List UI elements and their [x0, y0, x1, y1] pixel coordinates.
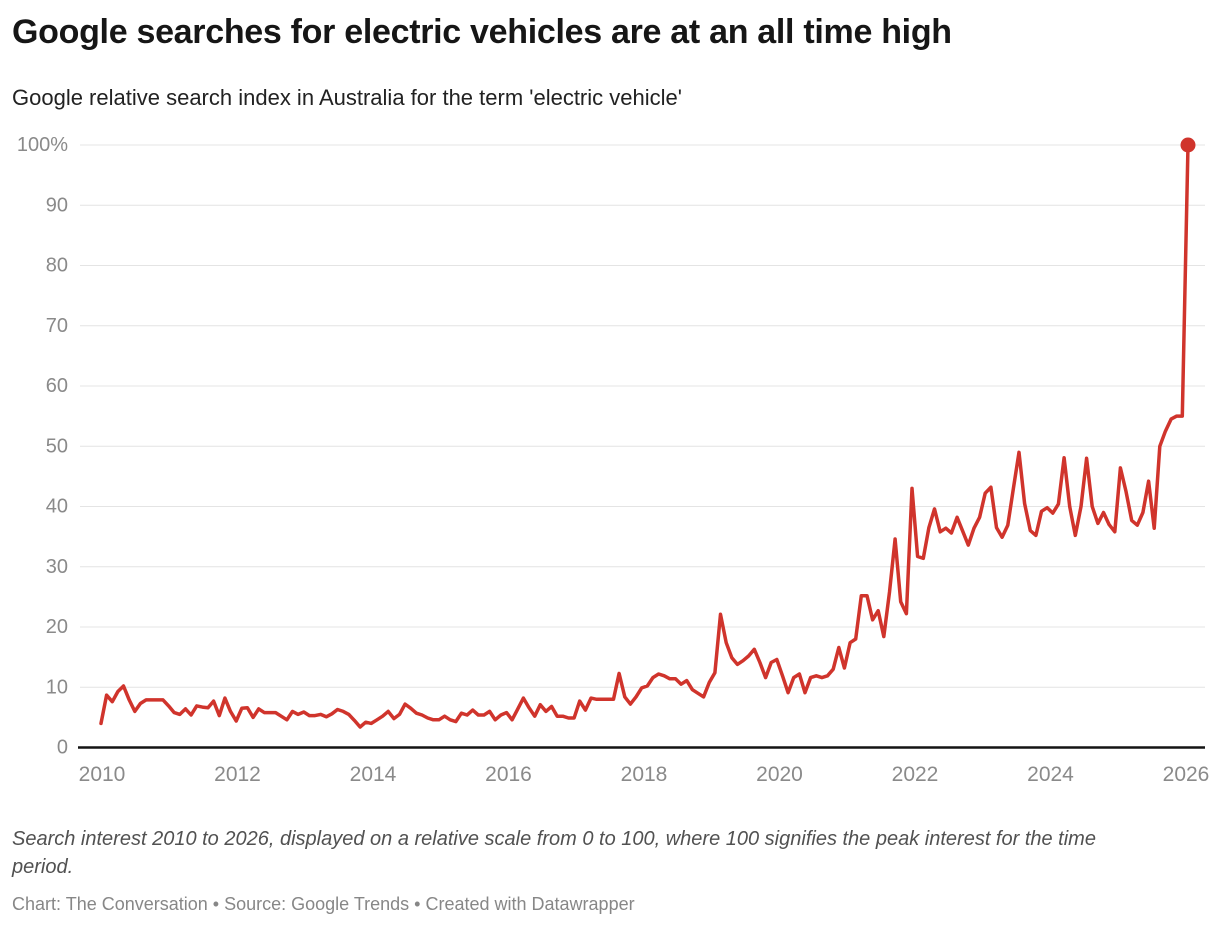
- x-tick-label: 2016: [485, 763, 532, 786]
- x-tick-label: 2010: [79, 763, 126, 786]
- chart-subtitle: Google relative search index in Australi…: [12, 85, 682, 110]
- y-tick-label: 20: [46, 616, 68, 638]
- x-tick-label: 2020: [756, 763, 803, 786]
- y-tick-label: 60: [46, 375, 68, 397]
- y-tick-label: 50: [46, 435, 68, 457]
- x-tick-label: 2022: [892, 763, 939, 786]
- y-tick-label: 100%: [17, 134, 68, 156]
- y-tick-label: 30: [46, 556, 68, 578]
- x-tick-label: 2012: [214, 763, 261, 786]
- x-tick-label: 2014: [350, 763, 397, 786]
- chart-credit: Chart: The Conversation • Source: Google…: [12, 894, 635, 914]
- y-tick-label: 90: [46, 194, 68, 216]
- x-tick-label: 2026: [1163, 763, 1210, 786]
- y-tick-label: 0: [57, 737, 68, 759]
- y-tick-label: 10: [46, 676, 68, 698]
- x-tick-label: 2024: [1027, 763, 1074, 786]
- page-title: Google searches for electric vehicles ar…: [12, 13, 952, 51]
- end-point-dot: [1180, 137, 1196, 153]
- y-tick-label: 80: [46, 255, 68, 277]
- chart-note: Search interest 2010 to 2026, displayed …: [12, 828, 1096, 878]
- x-tick-label: 2018: [621, 763, 668, 786]
- y-tick-label: 70: [46, 315, 68, 337]
- trend-line: [99, 143, 1190, 729]
- y-tick-label: 40: [46, 496, 68, 518]
